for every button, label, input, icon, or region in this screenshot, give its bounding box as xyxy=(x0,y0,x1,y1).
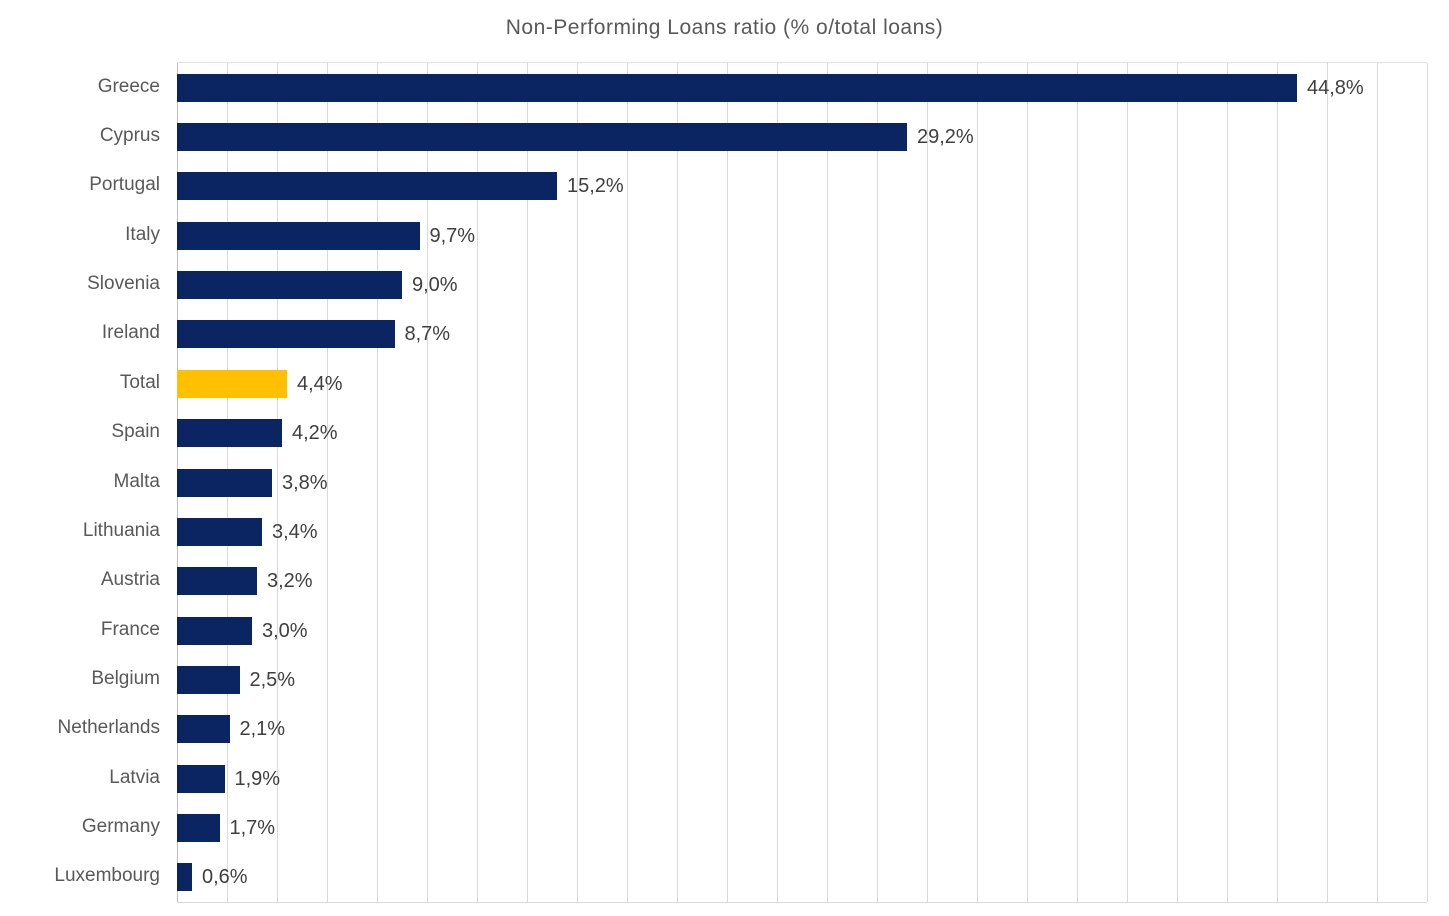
bar-row: 3,2% xyxy=(177,557,1427,606)
gridline xyxy=(1427,63,1428,902)
category-label: Germany xyxy=(81,816,160,838)
bar xyxy=(177,221,420,250)
bar-row: 0,6% xyxy=(177,853,1427,902)
value-label: 4,4% xyxy=(297,372,343,395)
bar-row: 4,4% xyxy=(177,359,1427,408)
gridline xyxy=(1077,63,1078,902)
category-label: Italy xyxy=(125,223,160,245)
bar-row: 9,0% xyxy=(177,260,1427,309)
category-label: Ireland xyxy=(101,322,160,344)
chart-title: Non-Performing Loans ratio (% o/total lo… xyxy=(505,16,944,39)
value-label: 3,8% xyxy=(282,471,328,494)
category-label: Spain xyxy=(111,421,160,443)
bar-row: 44,8% xyxy=(177,63,1427,112)
gridline xyxy=(927,63,928,902)
value-label: 0,6% xyxy=(202,866,248,889)
gridline xyxy=(427,63,428,902)
value-label: 1,9% xyxy=(234,767,281,790)
bar-row: 8,7% xyxy=(177,310,1427,359)
gridline xyxy=(977,63,978,902)
bar-row: 3,8% xyxy=(177,458,1427,507)
value-label: 3,4% xyxy=(272,520,318,543)
bar-row: 2,1% xyxy=(177,705,1427,754)
category-label: Slovenia xyxy=(87,273,160,295)
value-label: 3,2% xyxy=(267,570,313,593)
gridline xyxy=(377,63,378,902)
category-label: Malta xyxy=(113,470,160,492)
gridline xyxy=(727,63,728,902)
y-axis-category-labels: Greece Cyprus Portugal Italy Slovenia Ireland… xyxy=(0,62,160,901)
bar-row: 29,2% xyxy=(177,112,1427,161)
category-label: Netherlands xyxy=(57,717,160,739)
bar xyxy=(177,814,220,843)
value-label: 2,5% xyxy=(249,668,296,691)
category-label: Greece xyxy=(97,75,160,97)
category-label: Luxembourg xyxy=(54,865,160,887)
gridline xyxy=(827,63,828,902)
category-label: Austria xyxy=(100,569,160,591)
gridline xyxy=(627,63,628,902)
value-label: 4,2% xyxy=(292,422,338,445)
gridline xyxy=(877,63,878,902)
bar-row: 3,4% xyxy=(177,507,1427,556)
bar-highlight xyxy=(177,369,287,398)
bar xyxy=(177,715,230,744)
bar-row: 1,9% xyxy=(177,754,1427,803)
bar-row: 1,7% xyxy=(177,803,1427,852)
gridline xyxy=(527,63,528,902)
gridline xyxy=(1327,63,1328,902)
value-label: 29,2% xyxy=(917,126,974,149)
bar xyxy=(177,665,240,694)
value-label: 3,0% xyxy=(262,619,308,642)
bar xyxy=(177,419,282,448)
bar xyxy=(177,468,272,497)
category-label: Latvia xyxy=(109,766,160,788)
category-label: Total xyxy=(119,371,160,393)
value-label: 44,8% xyxy=(1307,76,1364,99)
bar xyxy=(177,73,1297,102)
bar xyxy=(177,567,257,596)
gridline xyxy=(1227,63,1228,902)
gridline xyxy=(1127,63,1128,902)
chart-body: Greece Cyprus Portugal Italy Slovenia Ireland… xyxy=(0,62,1449,903)
category-label: Cyprus xyxy=(99,125,160,147)
bar-row: 4,2% xyxy=(177,409,1427,458)
gridline xyxy=(277,63,278,902)
bar-row: 3,0% xyxy=(177,606,1427,655)
category-label: France xyxy=(100,618,160,640)
bar xyxy=(177,863,192,892)
bar xyxy=(177,123,907,152)
gridline xyxy=(1377,63,1378,902)
value-label: 15,2% xyxy=(567,175,624,198)
bar xyxy=(177,320,395,349)
value-label: 9,0% xyxy=(412,274,458,297)
bar xyxy=(177,616,252,645)
bar-row: 15,2% xyxy=(177,162,1427,211)
bar-row: 2,5% xyxy=(177,655,1427,704)
value-label: 2,1% xyxy=(239,718,286,741)
value-label: 1,7% xyxy=(229,817,276,840)
gridline xyxy=(477,63,478,902)
plot-area: 44,8% 29,2% 15,2% 9,7% 9,0% 8,7% 4,4% 4,2% 3,8% 3… xyxy=(177,62,1428,903)
gridline xyxy=(327,63,328,902)
value-label: 9,7% xyxy=(429,224,476,247)
gridline xyxy=(1277,63,1278,902)
category-label: Lithuania xyxy=(82,519,160,541)
bar xyxy=(177,172,557,201)
bar xyxy=(177,764,225,793)
gridline xyxy=(1027,63,1028,902)
category-label: Belgium xyxy=(91,667,160,689)
bar-row: 9,7% xyxy=(177,211,1427,260)
gridline xyxy=(677,63,678,902)
gridline xyxy=(577,63,578,902)
category-label: Portugal xyxy=(89,174,160,196)
bar-rows: 44,8% 29,2% 15,2% 9,7% 9,0% 8,7% 4,4% 4,2% 3,8% 3… xyxy=(177,63,1427,902)
bar xyxy=(177,517,262,546)
gridline xyxy=(777,63,778,902)
gridline xyxy=(1177,63,1178,902)
bar xyxy=(177,271,402,300)
value-label: 8,7% xyxy=(404,323,451,346)
